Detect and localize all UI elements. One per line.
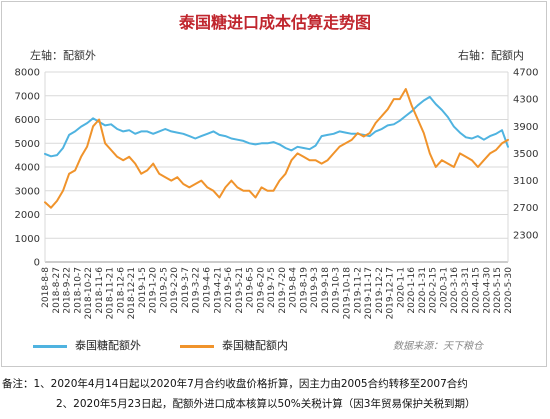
source-label: 数据来源：天下粮仓: [393, 341, 483, 352]
x-tick-label: 2018-10-22: [84, 267, 94, 319]
y-left-tick-label: 0: [34, 258, 40, 269]
y-left-tick-label: 7000: [15, 91, 40, 102]
x-tick-label: 2019-5-6: [224, 267, 234, 308]
x-tick-label: 2019-6-20: [256, 267, 266, 314]
x-tick-label: 2019-8-19: [299, 267, 309, 314]
legend-label-quota-out: 泰国糖配额外: [75, 339, 141, 352]
x-tick-label: 2019-3-7: [181, 267, 191, 308]
y-left-tick-label: 4000: [15, 163, 40, 174]
x-tick-label: 2019-7-20: [278, 267, 288, 314]
note-prefix: 备注：: [2, 378, 34, 390]
x-tick-label: 2020-3-1: [439, 267, 449, 308]
y-left-tick-label: 5000: [15, 139, 40, 150]
x-tick-label: 2020-5-30: [504, 267, 514, 314]
y-right-tick-label: 4300: [513, 95, 538, 106]
note-line-2: 2、2020年5月23日起，配额外进口成本核算以50%关税计算（因3年贸易保护关…: [2, 396, 475, 411]
legend-swatch-quota-out: [33, 344, 67, 348]
x-tick-label: 2019-11-2: [353, 267, 363, 314]
x-tick-label: 2020-5-15: [493, 267, 503, 314]
x-tick-label: 2020-1-31: [418, 267, 428, 314]
y-right-tick-label: 3100: [513, 176, 538, 187]
legend-label-quota-in: 泰国糖配额内: [222, 339, 288, 352]
x-tick-label: 2018-9-22: [63, 267, 73, 314]
x-tick-label: 2018-12-6: [116, 267, 126, 314]
y-left-tick-label: 1000: [15, 234, 40, 245]
x-tick-label: 2018-11-21: [106, 267, 116, 319]
y-right-tick-label: 3900: [513, 122, 538, 133]
x-tick-label: 2020-1-16: [407, 267, 417, 314]
x-tick-label: 2019-4-6: [203, 267, 213, 308]
x-tick-label: 2019-5-21: [235, 267, 245, 314]
y-right-tick-label: 2300: [513, 230, 538, 241]
y-left-tick-label: 3000: [15, 186, 40, 197]
right-axis-caption: 右轴：配额内: [458, 49, 524, 62]
note-text-1: 1、2020年4月14日起以2020年7月合约收盘价格折算，因主力由2005合约…: [33, 378, 468, 390]
x-tick-label: 2019-9-18: [321, 267, 331, 314]
x-tick-label: 2019-6-5: [246, 267, 256, 308]
x-tick-label: 2020-4-30: [482, 267, 492, 314]
y-left-tick-label: 2000: [15, 210, 40, 221]
series-line-quota-in: [44, 88, 509, 209]
x-tick-label: 2018-11-6: [95, 267, 105, 314]
y-right-tick-label: 3500: [513, 149, 538, 160]
x-tick-label: 2019-12-17: [386, 267, 396, 319]
x-tick-label: 2020-1-1: [396, 267, 406, 308]
x-tick-label: 2019-10-3: [332, 267, 342, 314]
x-tick-label: 2019-9-3: [310, 267, 320, 308]
x-tick-label: 2018-12-21: [127, 267, 137, 319]
y-left-tick-label: 8000: [15, 68, 40, 79]
x-tick-label: 2019-10-18: [342, 267, 352, 320]
y-left-tick-label: 6000: [15, 115, 40, 126]
legend-swatch-quota-in: [180, 344, 214, 348]
x-tick-label: 2018-8-27: [52, 267, 62, 314]
chart-frame: [1, 1, 547, 367]
x-tick-label: 2019-1-20: [149, 267, 159, 314]
x-tick-label: 2019-8-4: [289, 267, 299, 308]
x-tick-label: 2018-10-7: [73, 267, 83, 314]
x-tick-label: 2019-1-5: [138, 267, 148, 308]
x-tick-label: 2020-4-15: [472, 267, 482, 314]
x-tick-label: 2018-8-8: [41, 267, 51, 308]
left-axis-caption: 左轴：配额外: [30, 49, 96, 62]
x-tick-label: 2019-12-2: [375, 267, 385, 314]
legend-item-quota-in: 泰国糖配额内: [180, 337, 288, 353]
x-tick-label: 2019-2-20: [170, 267, 180, 314]
x-tick-label: 2019-11-17: [364, 267, 374, 319]
chart-title: 泰国糖进口成本估算走势图: [178, 13, 371, 32]
note-line-1: 备注：1、2020年4月14日起以2020年7月合约收盘价格折算，因主力由200…: [2, 376, 468, 391]
x-tick-label: 2020-3-16: [450, 267, 460, 314]
x-tick-label: 2020-3-31: [461, 267, 471, 314]
x-tick-label: 2019-4-21: [213, 267, 223, 314]
series-line-quota-out: [44, 95, 509, 158]
x-tick-label: 2019-2-5: [159, 267, 169, 308]
x-tick-label: 2020-2-15: [429, 267, 439, 314]
x-tick-label: 2019-3-22: [192, 267, 202, 314]
x-tick-label: 2019-7-5: [267, 267, 277, 308]
note-text-2: 2、2020年5月23日起，配额外进口成本核算以50%关税计算（因3年贸易保护关…: [56, 398, 476, 410]
y-right-tick-label: 2700: [513, 203, 538, 214]
legend-item-quota-out: 泰国糖配额外: [33, 337, 141, 353]
y-right-tick-label: 4700: [513, 68, 538, 79]
